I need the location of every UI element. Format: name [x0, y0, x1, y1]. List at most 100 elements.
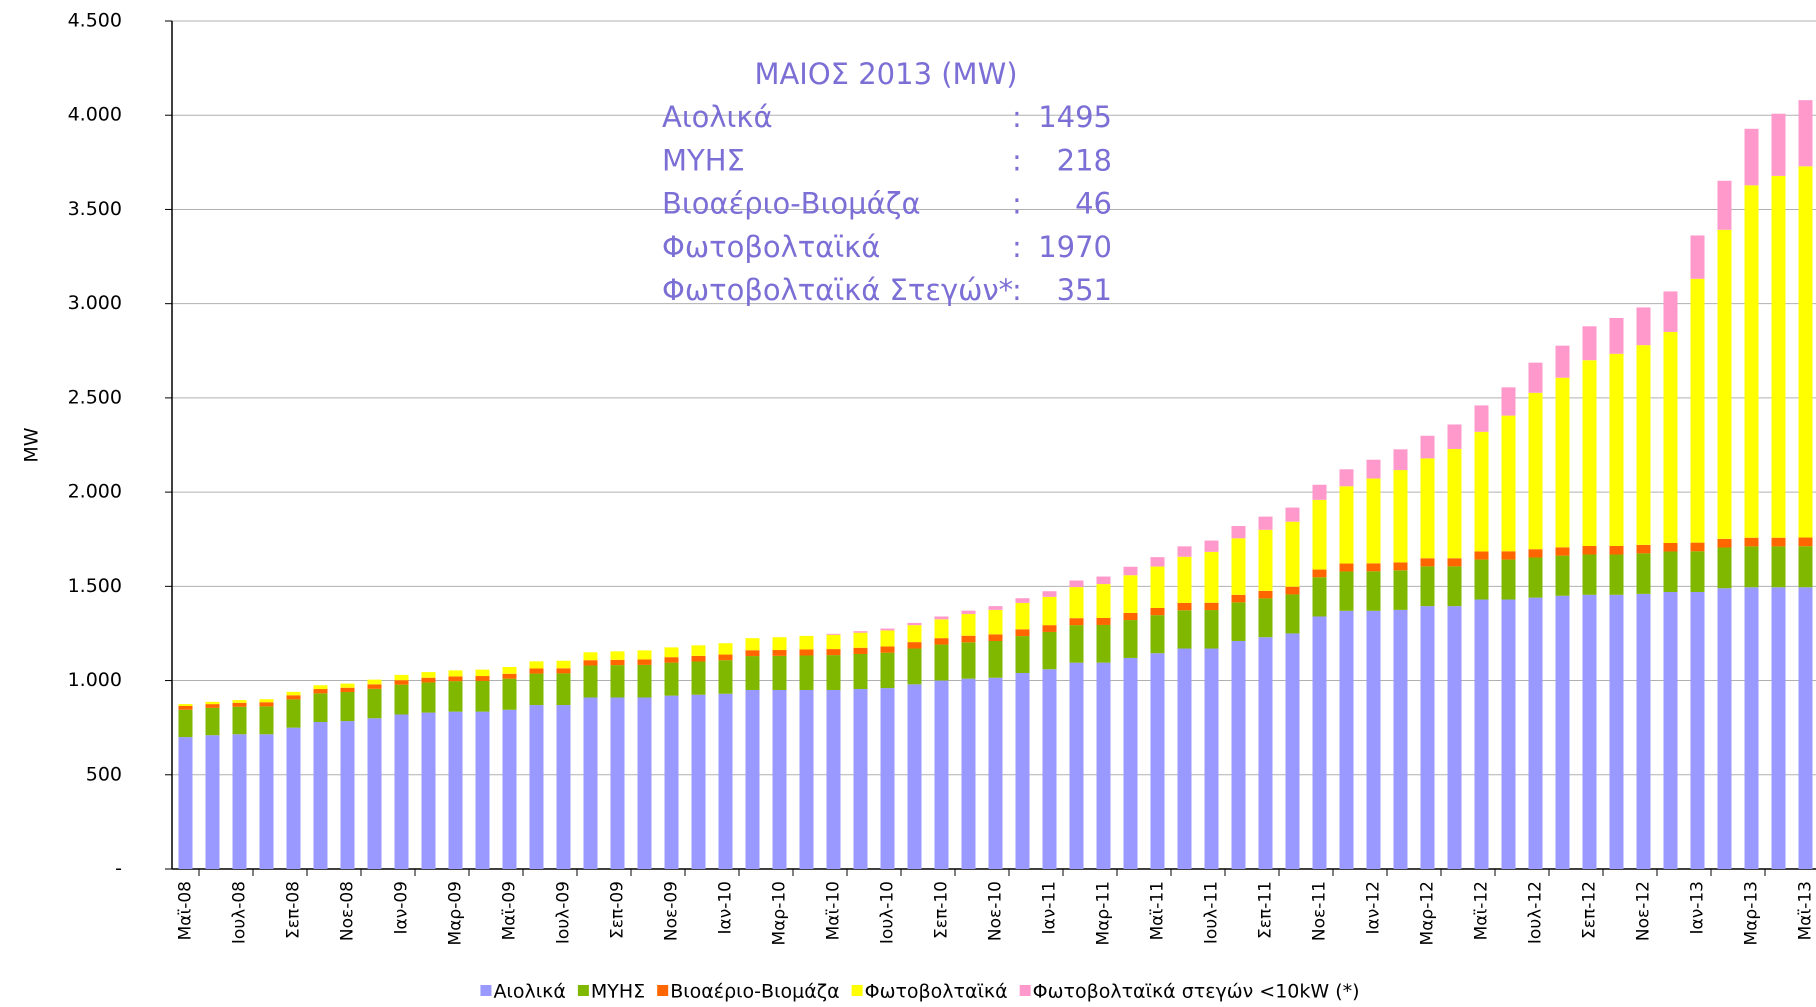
bar-segment — [853, 631, 868, 633]
bar-segment — [205, 707, 220, 736]
bar-segment — [529, 705, 544, 869]
bar-segment — [1042, 596, 1057, 626]
bar-segment — [1042, 591, 1057, 597]
bar-segment — [1609, 353, 1624, 547]
bar-segment — [1744, 128, 1759, 186]
bar-segment — [367, 688, 382, 719]
bar-segment — [1069, 625, 1084, 663]
bar-segment — [1042, 625, 1057, 632]
annotation-value: 218 — [1057, 143, 1112, 177]
bar-segment — [1393, 609, 1408, 869]
bar-segment — [1690, 235, 1705, 279]
legend-label: Φωτοβολταϊκά — [865, 981, 1008, 1003]
y-tick-label: 3.000 — [68, 292, 122, 314]
bar-segment — [934, 680, 949, 869]
x-tick-label: Νοε-12 — [1634, 881, 1654, 941]
bar-segment — [988, 606, 1003, 610]
annotation-label: Βιοαέριο-Βιομάζα — [662, 187, 921, 221]
bar-segment — [1474, 599, 1489, 869]
bar-segment — [961, 642, 976, 679]
x-tick-label: Ιαν-10 — [716, 881, 736, 934]
bar-segment — [1393, 570, 1408, 610]
bar-segment — [1744, 185, 1759, 538]
bar-segment — [745, 656, 760, 690]
bar-segment — [448, 670, 463, 677]
legend-swatch — [577, 985, 589, 996]
bar-segment — [1015, 636, 1030, 674]
bar-segment — [853, 647, 868, 654]
bar-segment — [1717, 588, 1732, 869]
x-tick-label: Μαρ-12 — [1418, 881, 1438, 945]
bar-segment — [1798, 166, 1813, 538]
bar-segment — [1528, 392, 1543, 550]
bar-segment — [1204, 610, 1219, 649]
legend-label: Αιολικά — [493, 981, 565, 1003]
bar-segment — [988, 640, 1003, 678]
annotation-label: Φωτοβολταϊκά Στεγών* — [662, 273, 1013, 307]
bar-segment — [1798, 100, 1813, 167]
x-tick-label: Ιουλ-11 — [1202, 881, 1222, 944]
bar-segment — [178, 705, 193, 710]
bar-segment — [1717, 229, 1732, 539]
bar-segment — [1555, 345, 1570, 378]
annotation-value: 351 — [1057, 273, 1112, 307]
bar-segment — [475, 669, 490, 677]
bar-segment — [1312, 616, 1327, 869]
bar-segment — [421, 712, 436, 869]
bar-segment — [907, 642, 922, 649]
bar-segment — [1447, 566, 1462, 607]
bar-segment — [1285, 507, 1300, 522]
bar-segment — [988, 677, 1003, 869]
bar-segment — [313, 722, 328, 869]
annotation-title: ΜΑΙΟΣ 2013 (MW) — [754, 57, 1017, 91]
bar-segment — [1663, 591, 1678, 869]
bar-segment — [1177, 602, 1192, 611]
bar-segment — [1690, 542, 1705, 552]
bar-segment — [691, 655, 706, 662]
bar-segment — [1312, 577, 1327, 617]
bar-segment — [1528, 597, 1543, 869]
bar-segment — [394, 714, 409, 869]
bar-segment — [610, 651, 625, 660]
bar-segment — [1393, 449, 1408, 471]
bar-segment — [1555, 377, 1570, 548]
bar-segment — [1177, 556, 1192, 603]
bar-segment — [178, 709, 193, 738]
bar-segment — [1663, 551, 1678, 592]
bar-segment — [259, 734, 274, 869]
bar-segment — [1447, 424, 1462, 449]
annotation-label: Φωτοβολταϊκά — [662, 230, 880, 264]
bar-segment — [1798, 546, 1813, 588]
bar-segment — [1420, 435, 1435, 459]
bar-segment — [1258, 590, 1273, 599]
bar-segment — [259, 699, 274, 703]
bar-segment — [880, 688, 895, 869]
bar-segment — [1123, 566, 1138, 576]
bar-segment — [1150, 608, 1165, 616]
bar-segment — [1744, 587, 1759, 869]
bar-segment — [610, 697, 625, 869]
bar-segment — [1366, 563, 1381, 572]
bar-segment — [529, 673, 544, 706]
bar-segment — [745, 650, 760, 657]
bar-segment — [1636, 553, 1651, 594]
annotation-value: 1495 — [1038, 100, 1112, 134]
bar-segment — [1150, 557, 1165, 567]
annotation-separator: : — [1012, 100, 1022, 134]
bar-segment — [448, 676, 463, 682]
y-tick-label: 3.500 — [68, 198, 122, 220]
x-tick-label: Σεπ-11 — [1256, 881, 1276, 939]
bar-segment — [1204, 551, 1219, 603]
y-tick-label: - — [115, 858, 122, 880]
bar-segment — [664, 647, 679, 658]
y-tick-label: 500 — [86, 763, 122, 785]
bar-segment — [205, 704, 220, 708]
bar-segment — [934, 616, 949, 620]
bar-segment — [1204, 648, 1219, 869]
bar-segment — [556, 673, 571, 706]
bar-segment — [1663, 291, 1678, 332]
bar-segment — [394, 684, 409, 715]
bar-segment — [340, 683, 355, 688]
